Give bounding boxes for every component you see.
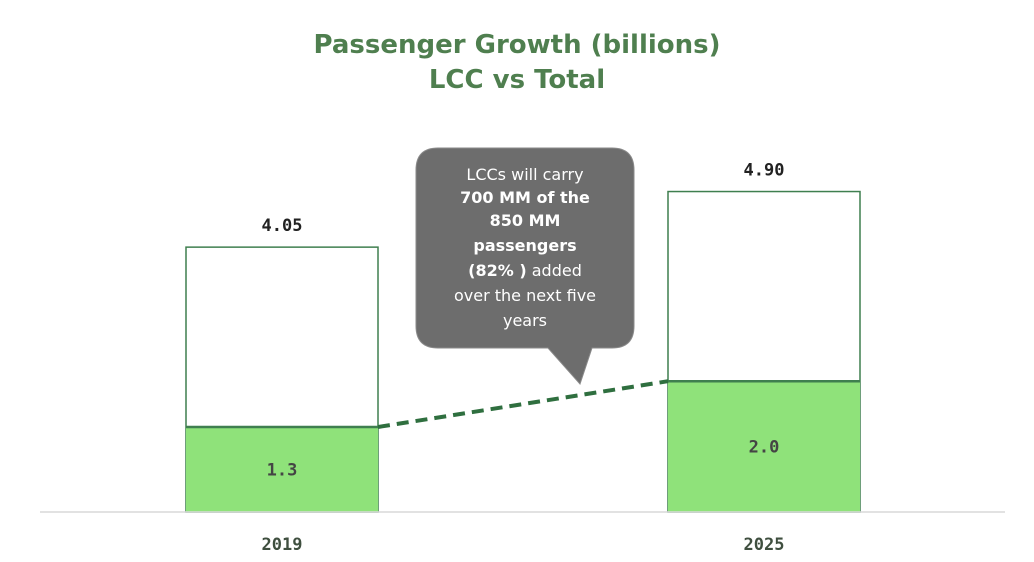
- callout-text-run: added: [527, 261, 582, 280]
- callout-text-run: over the next five: [454, 286, 596, 305]
- callout-text-line: 850 MM: [490, 211, 561, 230]
- callout-text-line: years: [503, 311, 547, 330]
- callout-text-run: years: [503, 311, 547, 330]
- total-value-label: 4.90: [744, 161, 785, 181]
- chart-title-line: LCC vs Total: [429, 65, 605, 95]
- lcc-bar: [186, 426, 378, 512]
- callout-text-line: 700 MM of the: [460, 188, 590, 207]
- callout-text-run: 700 MM of the: [460, 188, 590, 207]
- callout-text-line: (82% ) added: [468, 261, 582, 280]
- callout-text-run: passengers: [473, 236, 576, 255]
- lcc-value-label: 2.0: [749, 438, 780, 458]
- callout-text-line: passengers: [473, 236, 576, 255]
- x-tick-label: 2019: [262, 535, 303, 555]
- callout-text-run: LCCs will carry: [466, 165, 583, 184]
- lcc-growth-connector-line: [377, 379, 669, 429]
- lcc-bar: [668, 381, 860, 512]
- lcc-connector: [377, 379, 669, 429]
- x-tick-label: 2025: [744, 535, 785, 555]
- callout-text-run: (82% ): [468, 261, 527, 280]
- callout-text-line: LCCs will carry: [466, 165, 583, 184]
- callout-bubble: [415, 147, 635, 385]
- chart-title-line: Passenger Growth (billions): [313, 30, 720, 60]
- chart-title: Passenger Growth (billions) LCC vs Total: [313, 30, 720, 95]
- callout-annotation: LCCs will carry 700 MM of the 850 MM passen…: [415, 147, 635, 385]
- x-axis-tick-labels: 2019 2025: [262, 535, 785, 555]
- callout-text-line: over the next five: [454, 286, 596, 305]
- total-value-label: 4.05: [262, 216, 303, 236]
- bars: 4.05 1.3 4.90 2.0: [185, 161, 861, 513]
- callout-text-run: 850 MM: [490, 211, 561, 230]
- lcc-value-label: 1.3: [267, 460, 298, 480]
